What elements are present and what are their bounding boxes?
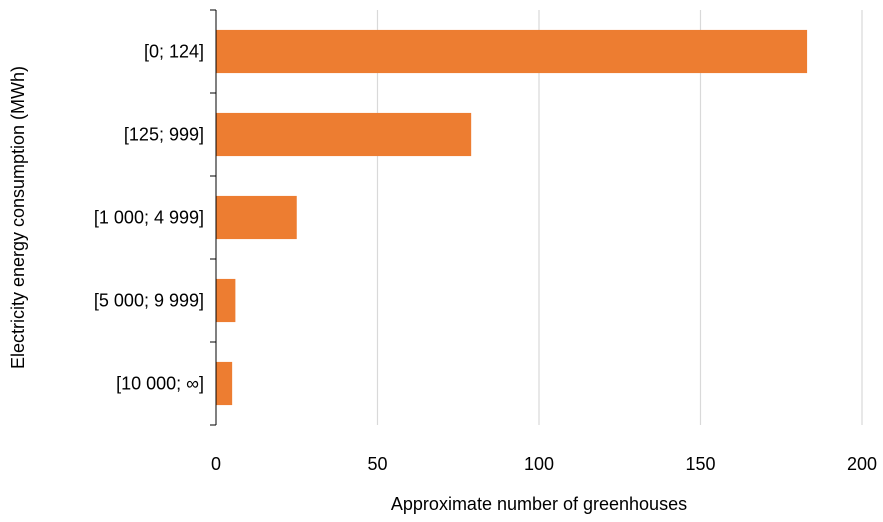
- bar: [216, 112, 472, 157]
- x-tick-label: 100: [524, 454, 554, 474]
- x-tick-label: 200: [847, 454, 877, 474]
- bars: [216, 29, 808, 406]
- y-tick-label: [1 000; 4 999]: [94, 208, 204, 228]
- x-tick-label: 150: [685, 454, 715, 474]
- y-axis-title: Electricity energy consumption (MWh): [8, 66, 28, 369]
- x-tick-labels: 0 50 100 150 200: [211, 454, 877, 474]
- gridlines: [376, 10, 863, 425]
- y-tick-label: [125; 999]: [124, 125, 204, 145]
- y-tick-labels: [0; 124] [125; 999] [1 000; 4 999] [5 000; …: [94, 9, 216, 426]
- y-tick-label: [0; 124]: [144, 42, 204, 62]
- y-tick-label: [5 000; 9 999]: [94, 291, 204, 311]
- y-tick-label: [10 000; ∞]: [116, 374, 204, 394]
- bar: [216, 278, 236, 323]
- bar: [216, 195, 297, 240]
- x-tick-label: 50: [367, 454, 387, 474]
- bar: [216, 361, 233, 406]
- bar: [216, 29, 808, 74]
- x-axis-title: Approximate number of greenhouses: [391, 494, 687, 514]
- x-tick-label: 0: [211, 454, 221, 474]
